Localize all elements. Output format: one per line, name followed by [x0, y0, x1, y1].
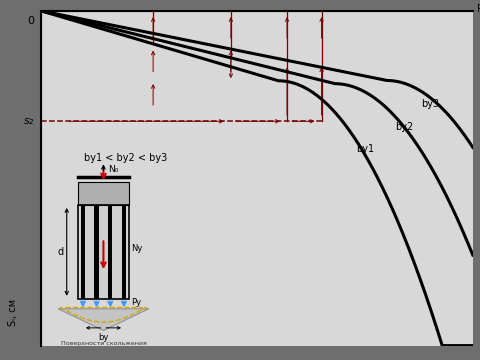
Bar: [81, 205, 85, 299]
Text: by3: by3: [421, 99, 439, 109]
Text: N₀: N₀: [108, 165, 118, 174]
Polygon shape: [58, 309, 149, 330]
Text: Pу: Pу: [132, 298, 142, 307]
Bar: [78, 181, 130, 205]
Text: s₂: s₂: [24, 116, 35, 126]
Text: 0: 0: [27, 16, 35, 26]
Text: by1: by1: [356, 144, 374, 154]
Bar: [122, 205, 126, 299]
Bar: [78, 205, 130, 299]
Text: R: R: [149, 0, 157, 3]
Bar: [80, 205, 127, 299]
Bar: [108, 205, 112, 299]
Text: bу: bу: [98, 333, 108, 342]
Text: Sᵢ, см: Sᵢ, см: [8, 299, 18, 325]
Text: by2: by2: [395, 122, 413, 132]
Bar: [95, 205, 99, 299]
Text: Поверхности скольжения: Поверхности скольжения: [60, 341, 146, 346]
Text: Pᵢ, МПа: Pᵢ, МПа: [477, 4, 480, 14]
Text: P₂: P₂: [281, 0, 293, 3]
Text: by1 < by2 < by3: by1 < by2 < by3: [84, 153, 167, 163]
Text: P₁: P₁: [316, 0, 327, 3]
Text: d: d: [57, 247, 63, 257]
Text: Nу: Nу: [132, 244, 143, 253]
Text: P₃: P₃: [225, 0, 237, 3]
